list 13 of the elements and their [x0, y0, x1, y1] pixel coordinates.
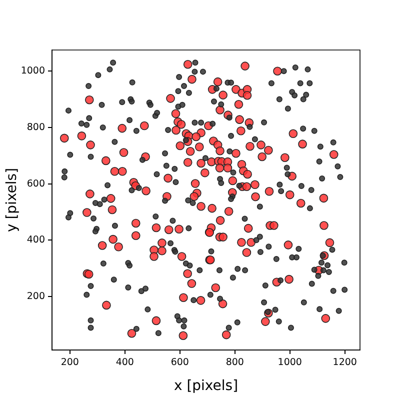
- x-tick-label: 1000: [278, 357, 302, 368]
- x-axis-title: x [pixels]: [174, 378, 238, 394]
- y-tick-label: 200: [26, 290, 45, 302]
- x-tick-label: 600: [170, 357, 189, 368]
- y-tick-label: 1000: [20, 66, 45, 77]
- y-tick-label: 600: [26, 178, 45, 190]
- x-tick-label: 1200: [332, 357, 357, 368]
- x-tick-label: 800: [226, 357, 244, 368]
- x-tick-label: 200: [60, 357, 79, 368]
- y-tick-label: 400: [26, 234, 45, 246]
- y-tick-label: 800: [26, 122, 45, 133]
- y-axis-title: y [pixels]: [4, 168, 20, 232]
- x-tick-label: 400: [116, 357, 134, 368]
